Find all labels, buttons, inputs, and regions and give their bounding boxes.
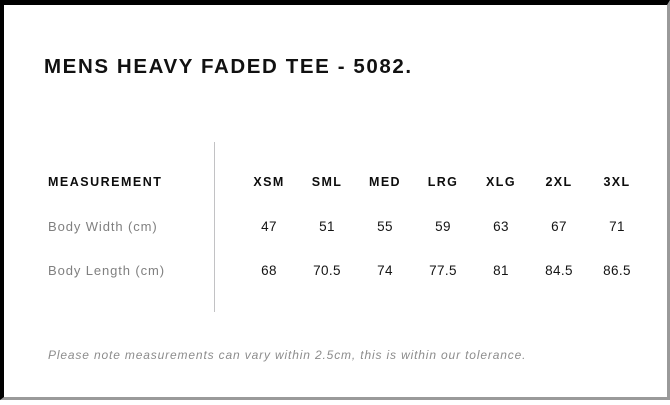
- column-header-measurement: MEASUREMENT: [48, 175, 163, 189]
- cell-body-length-sml: 70.5: [313, 263, 341, 278]
- cell-body-width-xsm: 47: [261, 219, 277, 234]
- page-title: MENS HEAVY FADED TEE - 5082.: [44, 55, 413, 78]
- column-header-3xl: 3XL: [603, 175, 631, 189]
- table-column-divider: [214, 142, 215, 312]
- cell-body-width-lrg: 59: [435, 219, 451, 234]
- cell-body-length-med: 74: [377, 263, 393, 278]
- column-header-xlg: XLG: [486, 175, 516, 189]
- size-chart-table: MEASUREMENT XSM SML MED LRG XLG 2XL 3XL …: [4, 5, 670, 405]
- tolerance-note: Please note measurements can vary within…: [48, 348, 527, 362]
- table-header-row: MEASUREMENT XSM SML MED LRG XLG 2XL 3XL: [4, 171, 670, 193]
- cell-body-length-2xl: 84.5: [545, 263, 573, 278]
- cell-body-length-lrg: 77.5: [429, 263, 457, 278]
- column-header-xsm: XSM: [253, 175, 285, 189]
- cell-body-width-3xl: 71: [609, 219, 625, 234]
- cell-body-width-2xl: 67: [551, 219, 567, 234]
- column-header-sml: SML: [311, 175, 343, 189]
- column-header-2xl: 2XL: [545, 175, 573, 189]
- table-row: Body Width (cm) 47 51 55 59 63 67 71: [4, 216, 670, 238]
- cell-body-length-3xl: 86.5: [603, 263, 631, 278]
- cell-body-width-sml: 51: [319, 219, 335, 234]
- row-label-body-length: Body Length (cm): [48, 263, 166, 278]
- column-header-med: MED: [369, 175, 401, 189]
- cell-body-width-xlg: 63: [493, 219, 509, 234]
- cell-body-length-xsm: 68: [261, 263, 277, 278]
- cell-body-width-med: 55: [377, 219, 393, 234]
- cell-body-length-xlg: 81: [493, 263, 509, 278]
- column-header-lrg: LRG: [427, 175, 459, 189]
- table-row: Body Length (cm) 68 70.5 74 77.5 81 84.5…: [4, 260, 670, 282]
- row-label-body-width: Body Width (cm): [48, 219, 158, 234]
- size-guide-content: MENS HEAVY FADED TEE - 5082. MEASUREMENT…: [4, 5, 667, 397]
